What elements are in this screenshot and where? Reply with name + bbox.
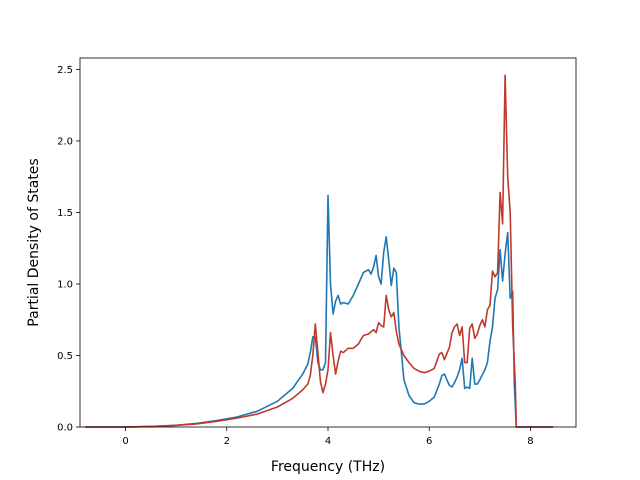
x-tick-label: 2 bbox=[224, 436, 230, 447]
x-axis-title: Frequency (THz) bbox=[271, 459, 385, 475]
series-layer bbox=[85, 74, 554, 428]
y-axis-title: Partial Density of States bbox=[26, 158, 42, 326]
series-line-1 bbox=[85, 194, 554, 428]
y-axis-ticks: 0.0 0.5 1.0 1.5 2.0 2.5 bbox=[57, 65, 80, 434]
x-tick-label: 8 bbox=[527, 436, 533, 447]
y-tick-label: 0.0 bbox=[57, 423, 73, 434]
x-tick-label: 4 bbox=[325, 436, 331, 447]
series-line-2 bbox=[85, 74, 554, 428]
x-tick-label: 0 bbox=[122, 436, 128, 447]
x-axis-ticks: 0 2 4 6 8 bbox=[122, 427, 534, 447]
y-tick-label: 0.5 bbox=[57, 351, 73, 362]
x-tick-label: 6 bbox=[426, 436, 432, 447]
y-tick-label: 1.0 bbox=[57, 279, 73, 290]
y-tick-label: 2.0 bbox=[57, 136, 73, 147]
y-tick-label: 2.5 bbox=[57, 65, 73, 76]
y-tick-label: 1.5 bbox=[57, 208, 73, 219]
